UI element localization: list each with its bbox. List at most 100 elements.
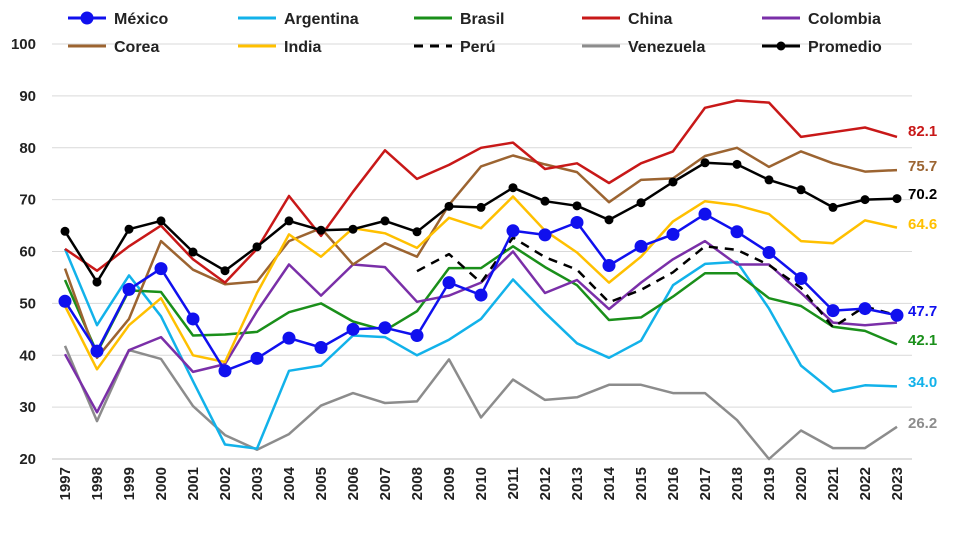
data-point	[474, 288, 488, 302]
y-tick-label: 100	[11, 36, 36, 53]
data-point	[762, 246, 776, 260]
data-point	[634, 239, 648, 253]
series-1	[63, 248, 898, 450]
legend-item: Colombia	[762, 11, 881, 28]
data-point	[572, 201, 582, 211]
y-tick-label: 90	[19, 88, 36, 105]
series-lines	[58, 99, 904, 461]
x-tick-label: 2019	[761, 467, 778, 500]
x-tick-label: 1999	[121, 467, 138, 500]
data-point	[380, 216, 390, 226]
x-tick-label: 2020	[793, 467, 810, 500]
data-point	[860, 195, 870, 205]
data-point	[538, 228, 552, 242]
data-point	[156, 216, 166, 226]
series-4	[63, 239, 898, 414]
x-tick-label: 2017	[697, 467, 714, 500]
data-point	[252, 242, 262, 252]
data-point	[508, 183, 518, 193]
legend: México Argentina Brasil China Colombia Corea I…	[68, 11, 882, 56]
data-point	[698, 207, 712, 221]
x-tick-label: 2002	[217, 467, 234, 500]
data-point	[828, 202, 838, 212]
x-tick-label: 2022	[857, 467, 874, 500]
data-point	[186, 312, 200, 326]
legend-item: Perú	[414, 39, 496, 56]
data-point	[90, 344, 104, 358]
series-line	[63, 239, 898, 414]
x-tick-label: 1998	[89, 467, 106, 500]
data-point	[732, 159, 742, 169]
series-line	[63, 248, 898, 450]
series-0	[58, 207, 904, 378]
data-point	[666, 227, 680, 241]
data-point	[506, 224, 520, 238]
series-8	[63, 345, 898, 461]
x-tick-label: 2010	[473, 467, 490, 500]
data-point	[124, 224, 134, 234]
data-point	[540, 196, 550, 206]
data-point	[858, 302, 872, 316]
legend-marker	[80, 11, 94, 25]
data-point	[796, 185, 806, 195]
legend-item: Promedio	[762, 39, 882, 56]
y-axis: 20 30 40 50 60 70 80 90 100	[11, 36, 36, 468]
data-point	[284, 216, 294, 226]
x-tick-label: 2012	[537, 467, 554, 500]
x-tick-label: 2003	[249, 467, 266, 500]
data-point	[602, 259, 616, 273]
x-tick-label: 2018	[729, 467, 746, 500]
data-point	[188, 247, 198, 257]
data-point	[346, 322, 360, 336]
data-point	[444, 201, 454, 211]
data-point	[218, 364, 232, 378]
data-point	[636, 198, 646, 208]
y-tick-label: 40	[19, 347, 36, 364]
legend-marker	[776, 41, 786, 51]
legend-label: Perú	[460, 39, 496, 56]
x-tick-label: 2008	[409, 467, 426, 500]
y-tick-label: 20	[19, 451, 36, 468]
data-point	[378, 321, 392, 335]
y-tick-label: 80	[19, 140, 36, 157]
data-point	[604, 215, 614, 225]
legend-item: Venezuela	[582, 39, 705, 56]
x-tick-label: 2009	[441, 467, 458, 500]
legend-item: China	[582, 11, 673, 28]
end-label: 42.1	[908, 332, 937, 349]
series-line	[64, 99, 898, 284]
x-tick-label: 2000	[153, 467, 170, 500]
end-label: 26.2	[908, 415, 937, 432]
legend-item: Corea	[68, 39, 159, 56]
data-point	[730, 225, 744, 239]
x-tick-label: 2016	[665, 467, 682, 500]
x-tick-label: 2015	[633, 467, 650, 500]
legend-item: México	[68, 11, 168, 28]
end-label: 70.2	[908, 186, 937, 203]
x-tick-label: 1997	[57, 467, 74, 500]
data-point	[122, 282, 136, 296]
data-point	[764, 175, 774, 185]
legend-item: Argentina	[238, 11, 359, 28]
data-point	[668, 177, 678, 187]
data-point	[410, 329, 424, 343]
x-axis: 1997 1998 1999 2000 2001 2002 2003 2004 2005 2006…	[52, 458, 912, 500]
end-labels: 47.7 34.0 42.1 82.1 75.7 64.6 26.2 70.2	[908, 123, 937, 432]
y-tick-label: 70	[19, 192, 36, 209]
data-point	[442, 276, 456, 290]
data-point	[826, 304, 840, 318]
legend-label: Promedio	[808, 39, 882, 56]
y-tick-label: 60	[19, 244, 36, 261]
end-label: 34.0	[908, 374, 937, 391]
y-tick-label: 50	[19, 295, 36, 312]
series-3	[64, 99, 898, 284]
legend-label: Argentina	[284, 11, 359, 28]
legend-label: Brasil	[460, 11, 504, 28]
series-7	[416, 236, 898, 329]
data-point	[154, 262, 168, 276]
data-point	[314, 340, 328, 354]
legend-label: China	[628, 11, 673, 28]
end-label: 75.7	[908, 158, 937, 175]
x-tick-label: 2001	[185, 467, 202, 500]
